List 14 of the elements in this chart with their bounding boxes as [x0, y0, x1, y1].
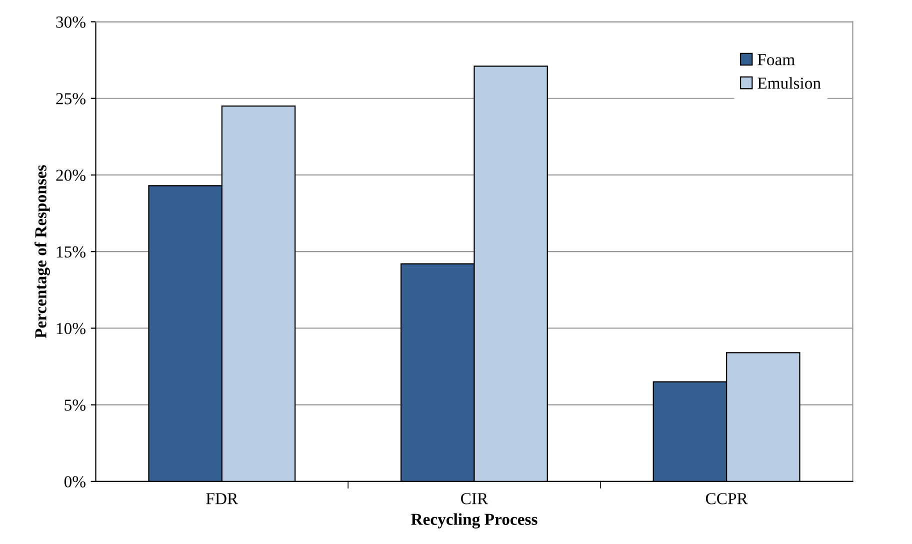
y-tick-label: 30%	[56, 16, 86, 28]
y-tick-label: 0%	[64, 476, 86, 488]
legend-label: Emulsion	[758, 77, 821, 89]
legend-label: Foam	[758, 54, 795, 66]
y-tick-label: 10%	[56, 322, 86, 334]
y-tick-label: 20%	[56, 170, 86, 181]
x-axis-title: Recycling Process	[411, 513, 538, 528]
y-tick-label: 15%	[56, 246, 86, 258]
y-tick-label: 5%	[64, 400, 86, 411]
x-tick-label: FDR	[206, 493, 238, 504]
y-axis-title: Percentage of Responses	[34, 165, 50, 338]
x-tick-label: CCPR	[706, 493, 748, 504]
y-tick-label: 25%	[56, 93, 86, 104]
x-tick-label: CIR	[461, 493, 488, 504]
